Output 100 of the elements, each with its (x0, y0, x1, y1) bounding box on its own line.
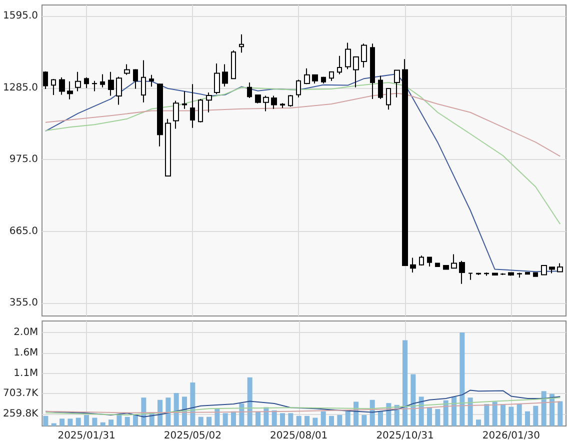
candlestick (75, 71, 81, 92)
bar (345, 411, 350, 426)
x-tick-label: 2026/01/30 (482, 430, 540, 441)
bar (214, 408, 220, 426)
bar (484, 404, 490, 426)
candlestick (157, 82, 163, 147)
bar (68, 418, 73, 426)
bar (100, 422, 106, 426)
bar (280, 413, 286, 426)
bar (247, 377, 252, 426)
candlestick (51, 78, 56, 96)
bar (206, 416, 212, 426)
candlestick (410, 257, 416, 273)
candlestick (345, 42, 351, 70)
candlestick (222, 64, 228, 87)
candlestick (427, 256, 432, 267)
bar (92, 418, 98, 426)
candlestick (517, 272, 522, 278)
candlestick (296, 79, 301, 98)
bar (198, 416, 204, 426)
candlestick (271, 95, 277, 110)
candlestick (312, 74, 318, 84)
x-tick-label: 2025/10/31 (376, 430, 434, 441)
x-tick-label: 2025/08/01 (270, 430, 328, 441)
bar (51, 423, 56, 426)
bar (418, 396, 424, 426)
bar (427, 407, 432, 426)
bar (116, 414, 122, 426)
bar (256, 411, 261, 426)
y-tick-label: 665.0 (9, 226, 38, 237)
y-tick-label: 1285.0 (2, 82, 38, 94)
bar (460, 332, 465, 426)
candlestick (500, 272, 506, 276)
bar (402, 340, 408, 426)
bar (468, 398, 473, 426)
bar (362, 414, 367, 426)
bar (43, 416, 48, 426)
bar (533, 406, 538, 426)
bar (500, 404, 506, 426)
bar (525, 411, 530, 426)
candlestick (255, 94, 261, 104)
candlestick (239, 34, 244, 54)
candlestick (149, 74, 154, 88)
candlestick (451, 254, 457, 269)
candlestick (263, 95, 269, 112)
candlestick (337, 55, 342, 75)
candlestick (280, 102, 285, 108)
line-series (44, 82, 561, 225)
candlestick (508, 272, 514, 276)
y-tick-label: 703.7K (3, 388, 39, 400)
bar (541, 391, 546, 426)
bar (304, 416, 310, 426)
bar (550, 394, 554, 426)
candlestick (525, 272, 530, 275)
candlestick (116, 76, 122, 106)
candlestick (288, 94, 293, 108)
bar (296, 416, 302, 426)
candlestick (459, 260, 465, 284)
bar (108, 420, 114, 426)
candlestick (533, 272, 538, 277)
candlestick (190, 84, 195, 128)
x-tick-label: 2025/01/31 (58, 430, 116, 441)
bar (443, 400, 448, 426)
bar (174, 392, 179, 426)
bar (76, 418, 81, 426)
bar (516, 404, 522, 426)
candlestick (443, 265, 449, 270)
y-tick-label: 1595.0 (2, 10, 38, 22)
candlestick (361, 43, 367, 68)
candlestick (141, 60, 146, 103)
bar (435, 409, 440, 426)
bar (492, 402, 498, 426)
bar (508, 406, 514, 426)
candlestick (124, 64, 130, 76)
y-tick-label: 975.0 (9, 154, 38, 166)
bar (231, 411, 236, 426)
candlestick (182, 90, 187, 110)
bar (239, 404, 244, 426)
bar (124, 416, 130, 426)
bar (378, 411, 384, 426)
y-tick-label: 355.0 (9, 298, 38, 309)
candlestick (353, 56, 359, 88)
bar (410, 374, 416, 426)
candlestick (549, 266, 555, 274)
candlestick (165, 118, 171, 177)
candlestick (198, 98, 203, 123)
bar (329, 416, 334, 426)
bar (60, 418, 65, 426)
candlestick (231, 50, 236, 80)
bar (320, 411, 326, 426)
bar (190, 382, 196, 426)
bar (312, 418, 318, 426)
candlestick (59, 76, 65, 96)
candlestick (484, 272, 489, 276)
candlestick (173, 100, 179, 130)
bar (558, 401, 563, 426)
candlestick (67, 80, 73, 100)
bar (166, 398, 171, 426)
candlestick (492, 272, 498, 276)
candlestick (378, 75, 383, 100)
